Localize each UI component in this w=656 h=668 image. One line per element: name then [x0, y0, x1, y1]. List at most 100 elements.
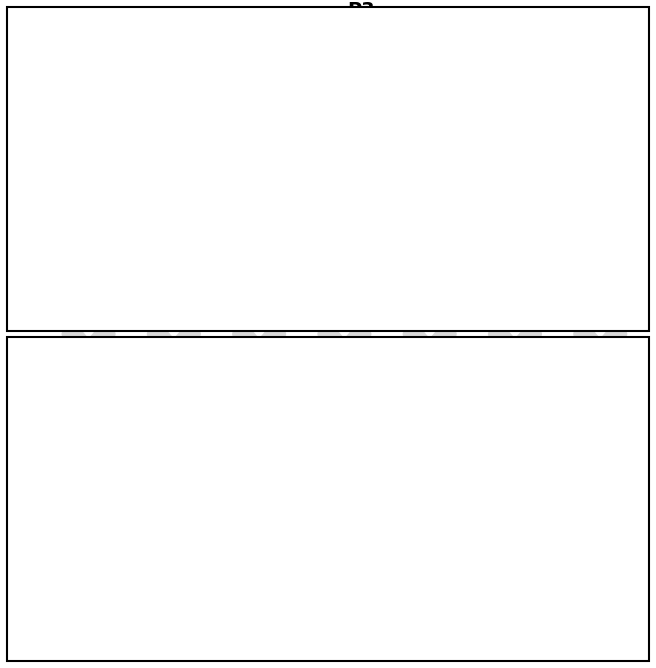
C2 — [613, 610, 621, 618]
Ap — [377, 261, 384, 269]
Bw — [377, 261, 384, 269]
Bk1 — [337, 250, 345, 258]
Ap — [219, 206, 227, 214]
Ck1 — [219, 206, 227, 214]
Ck1 — [495, 271, 502, 279]
Ap — [140, 444, 148, 452]
C2 — [258, 583, 266, 591]
Line: Ap: Ap — [102, 67, 620, 281]
A2 — [573, 603, 581, 611]
Legend: Ap, A2, C1, C2: Ap, A2, C1, C2 — [415, 363, 630, 388]
C2 — [495, 607, 502, 615]
X-axis label: Elementler: Elementler — [318, 651, 403, 665]
Bw — [219, 204, 227, 212]
Legend: Ap, Bw, Bk1, Bk2, Ck1, Ck2: Ap, Bw, Bk1, Bk2, Ck1, Ck2 — [452, 29, 630, 73]
C1 — [377, 595, 384, 603]
Bk2 — [298, 263, 306, 271]
Ap — [219, 526, 227, 534]
Bk1 — [495, 270, 502, 278]
Ap — [416, 600, 424, 608]
C2 — [180, 503, 188, 511]
Ck2 — [534, 271, 542, 279]
C2 — [416, 602, 424, 610]
Line: Ck1: Ck1 — [102, 84, 620, 281]
C1 — [298, 595, 306, 603]
Ap — [534, 271, 542, 279]
Line: A2: A2 — [102, 409, 620, 613]
A2 — [534, 603, 542, 611]
Bk1 — [101, 50, 109, 58]
Line: C2: C2 — [100, 420, 621, 619]
Ck1 — [337, 256, 345, 264]
Bk1 — [298, 261, 306, 269]
Ap — [258, 578, 266, 586]
A2 — [140, 462, 148, 470]
Ck2 — [258, 244, 266, 253]
C2 — [298, 595, 306, 603]
A2 — [180, 490, 188, 498]
C2 — [377, 597, 384, 605]
Bw — [180, 170, 188, 178]
Ap — [377, 595, 384, 603]
Line: Ap: Ap — [102, 385, 620, 615]
Ck2 — [101, 70, 109, 78]
Ap — [101, 67, 109, 75]
Ap — [140, 119, 148, 127]
Ap — [455, 605, 463, 613]
Ap — [337, 589, 345, 597]
Ck1 — [534, 271, 542, 279]
Bk2 — [495, 270, 502, 278]
Ck1 — [298, 264, 306, 272]
A2 — [416, 599, 424, 607]
Y-axis label: Miktar / chondrite: Miktar / chondrite — [18, 102, 30, 212]
Ck2 — [613, 274, 621, 282]
Bk1 — [573, 269, 581, 277]
Ap — [613, 274, 621, 282]
Ap — [180, 492, 188, 500]
Ap — [416, 265, 424, 273]
Bw — [416, 265, 424, 273]
Ck1 — [613, 274, 621, 282]
C2 — [455, 605, 463, 613]
Ck2 — [219, 205, 227, 213]
Ap — [534, 605, 542, 613]
C2 — [101, 421, 109, 429]
Bk1 — [534, 270, 542, 278]
Ap — [455, 273, 463, 281]
Ap — [613, 608, 621, 616]
C2 — [140, 459, 148, 467]
Bk1 — [258, 242, 266, 250]
C1 — [219, 530, 227, 538]
Ck1 — [258, 244, 266, 253]
Bw — [101, 63, 109, 71]
Ck2 — [180, 171, 188, 179]
Y-axis label: Miktar / chondrite: Miktar / chondrite — [18, 436, 30, 546]
A2 — [298, 591, 306, 599]
Ck2 — [298, 263, 306, 271]
Ck2 — [455, 273, 463, 281]
Ap — [298, 594, 306, 602]
C2 — [219, 545, 227, 553]
Bw — [495, 270, 502, 278]
A2 — [101, 408, 109, 416]
A2 — [258, 568, 266, 576]
C1 — [455, 603, 463, 611]
Ck2 — [140, 119, 148, 127]
Ap — [337, 253, 345, 261]
Bk2 — [613, 274, 621, 282]
Ap — [573, 270, 581, 278]
C1 — [337, 591, 345, 599]
C1 — [534, 605, 542, 613]
Bw — [573, 270, 581, 278]
Title: P4: P4 — [347, 335, 375, 355]
Ap — [298, 263, 306, 271]
Ap — [573, 605, 581, 613]
Bw — [534, 271, 542, 279]
Bk1 — [377, 260, 384, 268]
C1 — [140, 451, 148, 459]
Line: Ck2: Ck2 — [100, 69, 621, 283]
Line: Bk1: Bk1 — [100, 49, 621, 281]
Bk2 — [377, 261, 384, 269]
Ap — [101, 385, 109, 393]
Ap — [258, 243, 266, 251]
